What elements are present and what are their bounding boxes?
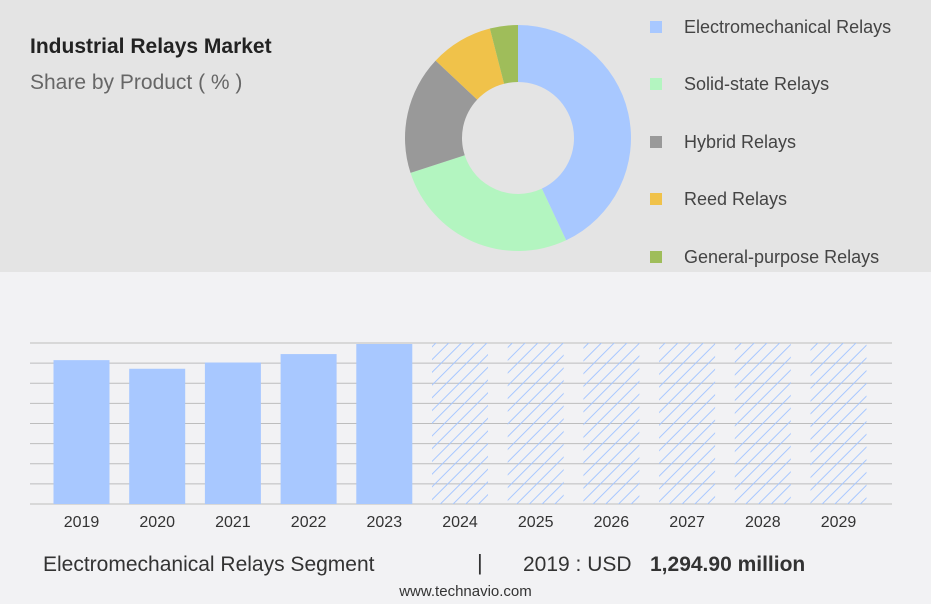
bar-2021 bbox=[204, 362, 261, 504]
x-tick-label: 2020 bbox=[139, 514, 175, 531]
x-tick-label: 2029 bbox=[821, 514, 857, 531]
legend-label: General-purpose Relays bbox=[684, 247, 880, 267]
forecast-bar-2028 bbox=[734, 343, 791, 504]
legend-swatch bbox=[650, 78, 662, 90]
forecast-bar-2024 bbox=[432, 343, 488, 504]
donut-chart bbox=[405, 25, 631, 251]
bar-2022 bbox=[280, 354, 337, 504]
legend-label: Hybrid Relays bbox=[684, 132, 797, 152]
x-tick-label: 2025 bbox=[518, 514, 554, 531]
x-tick-label: 2028 bbox=[745, 514, 781, 531]
bar-2020 bbox=[129, 368, 186, 504]
forecast-bar-2025 bbox=[507, 343, 564, 504]
donut-slice-5 bbox=[489, 25, 518, 84]
x-tick-label: 2019 bbox=[64, 514, 100, 531]
legend-swatch bbox=[650, 193, 662, 205]
source-link[interactable]: www.technavio.com bbox=[399, 583, 532, 600]
x-tick-label: 2024 bbox=[442, 514, 478, 531]
x-tick-label: 2022 bbox=[291, 514, 327, 531]
legend-swatch bbox=[650, 21, 662, 33]
bar-2023 bbox=[356, 344, 413, 504]
legend-label: Reed Relays bbox=[684, 189, 788, 209]
x-tick-label: 2027 bbox=[669, 514, 705, 531]
bar-chart: 2019 2020 2021 2022 2023 2024 2025 2026 2027 2028… bbox=[30, 342, 892, 531]
forecast-bar-2027 bbox=[659, 343, 716, 504]
x-tick-label: 2021 bbox=[215, 514, 251, 531]
donut-slice-4 bbox=[435, 28, 505, 100]
legend-swatch bbox=[650, 251, 662, 263]
donut-slice-2 bbox=[410, 155, 567, 251]
footer-separator: | bbox=[477, 550, 483, 575]
legend-swatch bbox=[650, 136, 662, 148]
donut-slice-3 bbox=[405, 60, 478, 173]
footer-value-label: 1,294.90 million bbox=[650, 553, 806, 576]
legend-label: Solid-state Relays bbox=[684, 74, 830, 94]
donut-slice-1 bbox=[518, 25, 631, 241]
forecast-bar-2029 bbox=[810, 343, 867, 504]
footer-segment-label: Electromechanical Relays Segment bbox=[43, 553, 375, 576]
chart-subtitle: Share by Product ( % ) bbox=[30, 71, 243, 94]
forecast-bar-2026 bbox=[583, 343, 640, 504]
chart-title: Industrial Relays Market bbox=[30, 35, 272, 58]
legend-label: Electromechanical Relays bbox=[684, 17, 892, 37]
x-tick-label: 2023 bbox=[367, 514, 403, 531]
top-panel: Industrial Relays Market Share by Produc… bbox=[0, 0, 931, 272]
footer-year-label: 2019 : USD bbox=[523, 553, 632, 576]
x-tick-label: 2026 bbox=[594, 514, 630, 531]
bar-2019 bbox=[53, 360, 110, 504]
